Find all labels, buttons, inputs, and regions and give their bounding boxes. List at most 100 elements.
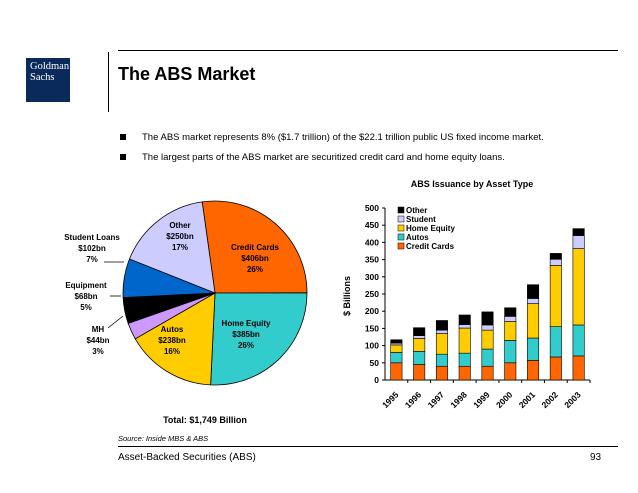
- bar-segment: [435, 329, 448, 334]
- bar-segment: [413, 364, 426, 381]
- header-rule: [118, 50, 618, 51]
- pie-slice-percent: 26%: [238, 341, 254, 350]
- x-tick-label: 1995: [380, 389, 401, 410]
- y-tick-label: 200: [365, 306, 379, 316]
- header-vertical-rule: [108, 52, 109, 112]
- bullet-item: The largest parts of the ABS market are …: [120, 152, 630, 172]
- pie-slice-amount: $238bn: [158, 336, 186, 345]
- bar-segment: [504, 316, 517, 322]
- bar-segment: [527, 360, 540, 381]
- x-tick-label: 1999: [471, 389, 492, 410]
- bar-segment: [435, 365, 448, 381]
- pie-slice: [210, 292, 308, 386]
- footer-text: Asset-Backed Securities (ABS): [118, 452, 256, 463]
- bullet-item: The ABS market represents 8% ($1.7 trill…: [120, 132, 630, 152]
- leader-line: [107, 315, 124, 329]
- y-tick-label: 300: [365, 272, 379, 282]
- legend-swatch: [397, 215, 405, 223]
- pie-slice-amount: $102bn: [78, 244, 106, 253]
- pie-slice-label: MH: [92, 325, 105, 334]
- bullet-square-icon: [120, 154, 126, 160]
- bar-segment: [458, 314, 471, 325]
- bar-segment: [481, 365, 494, 381]
- bar-segment: [504, 362, 517, 381]
- bar-segment: [435, 333, 448, 355]
- bar-segment: [572, 235, 585, 249]
- bar-segment: [549, 356, 562, 381]
- bar-segment: [572, 355, 585, 381]
- bar-segment: [435, 320, 448, 331]
- bar-segment: [549, 265, 562, 327]
- bar-segment: [527, 303, 540, 339]
- bar-segment: [481, 329, 494, 350]
- legend-label: Other: [406, 206, 427, 215]
- x-tick-label: 2003: [562, 389, 583, 410]
- y-tick-label: 500: [365, 203, 379, 213]
- bullet-square-icon: [120, 134, 126, 140]
- bar-segment: [458, 352, 471, 367]
- bar-segment: [435, 353, 448, 367]
- bar-segment: [549, 258, 562, 266]
- y-axis-label: $ Billions: [342, 276, 352, 316]
- pie-slice-label: Equipment: [65, 281, 107, 290]
- pie-total-label: Total: $1,749 Billion: [163, 415, 247, 425]
- bullet-list: The ABS market represents 8% ($1.7 trill…: [120, 132, 630, 172]
- bar-segment: [549, 326, 562, 358]
- bar-segment: [527, 337, 540, 361]
- pie-slice-percent: 3%: [92, 347, 104, 356]
- company-logo: Goldman Sachs: [26, 58, 70, 102]
- logo-line-2: Sachs: [30, 72, 55, 83]
- bar-segment: [458, 327, 471, 354]
- footer-rule: [118, 446, 618, 447]
- y-tick-label: 0: [374, 375, 379, 385]
- y-tick-label: 450: [365, 220, 379, 230]
- y-tick-label: 150: [365, 323, 379, 333]
- bullet-text: The largest parts of the ABS market are …: [142, 152, 505, 163]
- legend-swatch: [397, 224, 405, 232]
- y-tick-label: 100: [365, 341, 379, 351]
- bar-segment: [413, 338, 426, 352]
- bar-segment: [413, 351, 426, 365]
- source-note: Source: Inside MBS & ABS: [118, 434, 209, 443]
- bar-segment: [572, 228, 585, 236]
- bar-segment: [549, 253, 562, 260]
- legend-label: Student: [406, 215, 436, 224]
- bar-chart-title: ABS Issuance by Asset Type: [411, 179, 534, 189]
- pie-slice-amount: $250bn: [166, 232, 194, 241]
- legend-swatch: [397, 206, 405, 214]
- page-title: The ABS Market: [118, 64, 256, 84]
- pie-slice-amount: $68bn: [74, 292, 97, 301]
- logo-line-1: Goldman: [30, 61, 70, 72]
- bar-segment: [481, 348, 494, 367]
- pie-slice-amount: $406bn: [241, 254, 269, 263]
- bar-segment: [527, 284, 540, 299]
- pie-slice-amount: $44bn: [86, 336, 109, 345]
- pie-slice-label: Home Equity: [222, 319, 271, 328]
- y-tick-label: 400: [365, 237, 379, 247]
- legend-swatch: [397, 233, 405, 241]
- x-tick-label: 1998: [448, 389, 469, 410]
- bar-segment: [390, 344, 403, 353]
- x-tick-label: 2001: [517, 389, 538, 410]
- bar-segment: [572, 324, 585, 357]
- pie-slice-percent: 26%: [247, 265, 263, 274]
- y-tick-label: 50: [370, 358, 380, 368]
- legend-label: Autos: [406, 233, 429, 242]
- bar-segment: [413, 335, 426, 339]
- bar-segment: [390, 339, 403, 344]
- pie-slice-percent: 17%: [172, 243, 188, 252]
- x-tick-label: 2000: [494, 389, 515, 410]
- bar-segment: [390, 352, 403, 364]
- x-tick-label: 1996: [403, 389, 424, 410]
- bar-segment: [458, 365, 471, 381]
- bar-segment: [504, 321, 517, 341]
- pie-slice-label: Autos: [161, 325, 184, 334]
- pie-slice-percent: 16%: [164, 347, 180, 356]
- pie-slice: [129, 201, 216, 294]
- x-tick-label: 1997: [426, 389, 447, 410]
- bar-segment: [390, 362, 403, 381]
- x-tick-label: 2002: [539, 389, 560, 410]
- pie-slice-percent: 7%: [86, 255, 98, 264]
